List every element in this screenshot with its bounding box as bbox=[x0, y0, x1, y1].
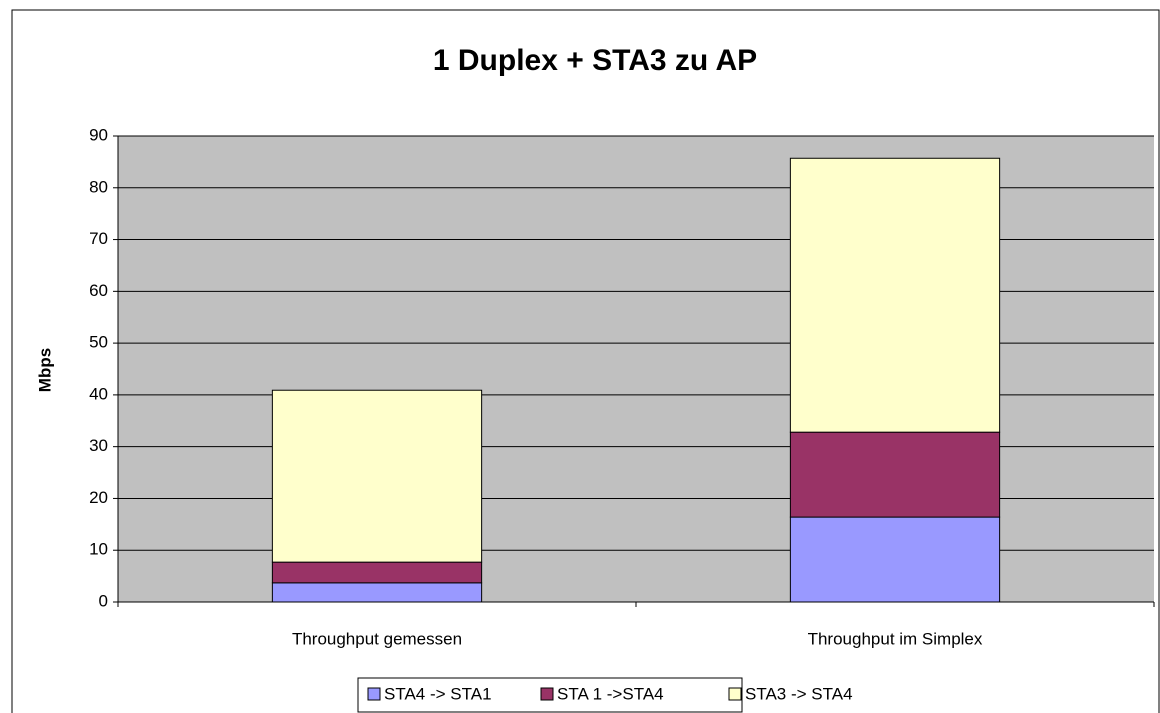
legend-label: STA 1 ->STA4 bbox=[557, 684, 664, 703]
y-tick-label: 10 bbox=[89, 540, 108, 559]
y-tick-label: 70 bbox=[89, 229, 108, 248]
y-tick-label: 50 bbox=[89, 333, 108, 352]
y-tick-label: 90 bbox=[89, 125, 108, 144]
y-tick-label: 80 bbox=[89, 177, 108, 196]
x-tick-label: Throughput gemessen bbox=[292, 629, 462, 648]
x-tick-label: Throughput im Simplex bbox=[808, 629, 983, 648]
bar-segment bbox=[789, 157, 1001, 433]
legend-swatch bbox=[540, 687, 554, 701]
y-tick-label: 30 bbox=[89, 436, 108, 455]
y-tick-label: 40 bbox=[89, 384, 108, 403]
bar-segment bbox=[789, 516, 1001, 603]
y-axis-label: Mbps bbox=[35, 348, 54, 392]
bar-segment bbox=[271, 389, 483, 563]
y-tick-label: 0 bbox=[99, 591, 108, 610]
bar-segment bbox=[271, 582, 483, 603]
chart-title: 1 Duplex + STA3 zu AP bbox=[433, 44, 757, 77]
legend-label: STA3 -> STA4 bbox=[745, 684, 853, 703]
legend-swatch bbox=[728, 687, 742, 701]
y-tick-label: 60 bbox=[89, 281, 108, 300]
legend-label: STA4 -> STA1 bbox=[384, 684, 492, 703]
y-tick-label: 20 bbox=[89, 488, 108, 507]
bar-segment bbox=[789, 431, 1001, 518]
legend-swatch bbox=[367, 687, 381, 701]
bar-segment bbox=[271, 561, 483, 584]
